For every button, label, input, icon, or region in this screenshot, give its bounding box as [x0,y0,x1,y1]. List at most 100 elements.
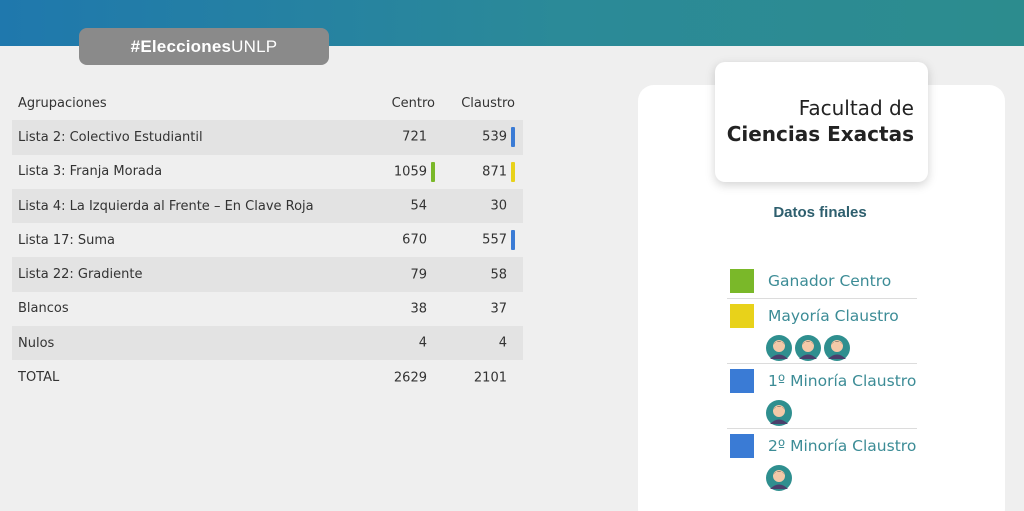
claustro-highlight-mark [511,127,515,148]
claustro-highlight-mark [511,196,515,216]
legend-item: 1º Minoría Claustro [727,364,917,398]
row-claustro-cell: 58 [443,257,523,291]
legend-item: 2º Minoría Claustro [727,429,917,463]
centro-highlight-mark [431,230,435,250]
row-centro-cell: 38 [357,292,443,326]
centro-highlight-mark [431,368,435,388]
claustro-highlight-mark [511,265,515,285]
claustro-highlight-mark [511,368,515,388]
row-centro-value: 1059 [393,164,427,180]
legend-divider [727,428,917,429]
row-agrupacion: Lista 3: Franja Morada [18,164,163,180]
centro-highlight-mark [431,299,435,319]
row-centro-value: 38 [410,301,427,317]
row-claustro-value: 37 [490,301,507,317]
results-table: Agrupaciones Centro Claustro Lista 2: Co… [12,86,523,395]
table-row: Lista 3: Franja Morada 1059 871 [12,155,523,189]
row-centro-value: 79 [410,267,427,283]
legend-swatch [730,434,754,458]
centro-highlight-mark [431,265,435,285]
hashtag-rest: UNLP [231,37,278,56]
row-centro-cell: 54 [357,189,443,223]
table-row: TOTAL 2629 2101 [12,360,523,394]
person-avatar-icon [824,335,850,361]
row-centro-cell: 670 [357,223,443,257]
table-row: Lista 22: Gradiente 79 58 [12,257,523,292]
row-centro-cell: 4 [357,326,443,360]
legend-label: Ganador Centro [768,272,892,290]
person-avatar-icon [766,400,792,426]
row-claustro-value: 871 [482,164,507,180]
row-claustro-cell: 557 [443,223,523,257]
row-centro-cell: 2629 [357,360,443,394]
row-agrupacion: Lista 2: Colectivo Estudiantil [18,129,203,145]
row-claustro-value: 539 [482,129,507,145]
claustro-highlight-mark [511,333,515,353]
centro-highlight-mark [431,333,435,353]
legend-label: Mayoría Claustro [768,307,899,325]
row-agrupacion: Lista 17: Suma [18,232,115,248]
legend-swatch [730,304,754,328]
person-avatar-icon [766,465,792,491]
table-row: Lista 17: Suma 670 557 [12,223,523,257]
seat-avatars [727,333,917,363]
row-claustro-value: 557 [482,232,507,248]
row-centro-cell: 721 [357,120,443,154]
row-agrupacion: Lista 22: Gradiente [18,267,143,283]
col-header-agrupaciones: Agrupaciones [18,95,107,111]
row-centro-value: 670 [402,232,427,248]
row-claustro-value: 30 [490,198,507,214]
row-claustro-value: 4 [498,335,507,351]
row-claustro-cell: 4 [443,326,523,360]
faculty-card: Facultad de Ciencias Exactas [715,62,928,182]
claustro-highlight-mark [511,299,515,319]
row-claustro-cell: 539 [443,120,523,154]
hashtag-bold: #Elecciones [130,37,232,56]
row-centro-cell: 79 [357,257,443,291]
legend-item: Mayoría Claustro [727,299,917,333]
legend-swatch [730,269,754,293]
table-row: Lista 4: La Izquierda al Frente – En Cla… [12,188,523,224]
row-centro-value: 2629 [393,370,427,386]
faculty-line1: Facultad de [798,96,914,120]
row-claustro-cell: 2101 [443,360,523,394]
legend-item: Ganador Centro [727,264,917,298]
legend: Ganador Centro Mayoría Claustro 1º Minoría… [727,264,917,493]
centro-highlight-mark [431,127,435,147]
row-claustro-cell: 871 [443,155,523,189]
final-data-title: Datos finales [773,204,867,221]
legend-divider [727,363,917,364]
table-row: Lista 2: Colectivo Estudiantil 721 539 [12,120,523,155]
row-centro-value: 54 [410,198,427,214]
centro-highlight-mark [431,196,435,216]
legend-label: 1º Minoría Claustro [768,372,917,390]
row-agrupacion: Nulos [18,335,55,351]
claustro-highlight-mark [511,230,515,251]
row-agrupacion: Lista 4: La Izquierda al Frente – En Cla… [18,198,314,214]
person-avatar-icon [795,335,821,361]
table-row: Nulos 4 4 [12,326,523,361]
legend-label: 2º Minoría Claustro [768,437,917,455]
faculty-line2: Ciencias Exactas [726,122,914,146]
seat-avatars [727,398,917,428]
table-body: Lista 2: Colectivo Estudiantil 721 539 List… [12,120,523,394]
table-row: Blancos 38 37 [12,292,523,326]
centro-highlight-mark [431,161,435,182]
row-agrupacion: Blancos [18,301,69,317]
claustro-highlight-mark [511,161,515,182]
legend-divider [727,298,917,299]
col-header-claustro: Claustro [461,95,515,111]
row-claustro-value: 58 [490,267,507,283]
row-centro-value: 721 [402,129,427,145]
row-agrupacion: TOTAL [18,370,60,386]
row-centro-value: 4 [418,335,427,351]
row-claustro-cell: 37 [443,292,523,326]
seat-avatars [727,463,917,493]
hashtag-badge: #EleccionesUNLP [79,28,329,65]
row-claustro-cell: 30 [443,189,523,223]
table-header-row: Agrupaciones Centro Claustro [12,86,523,120]
person-avatar-icon [766,335,792,361]
row-centro-cell: 1059 [357,155,443,189]
row-claustro-value: 2101 [473,370,507,386]
col-header-centro: Centro [391,95,435,111]
